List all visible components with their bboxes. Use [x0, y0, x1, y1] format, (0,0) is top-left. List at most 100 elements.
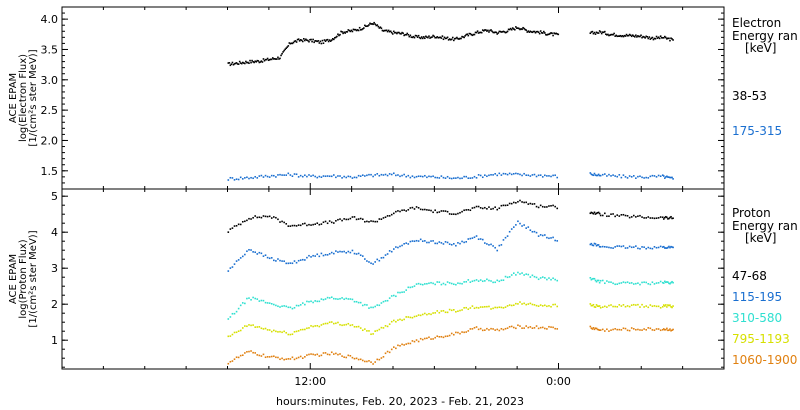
data-point	[523, 327, 525, 329]
data-point	[403, 242, 405, 245]
data-point	[232, 63, 235, 66]
data-point	[601, 31, 604, 33]
data-point	[372, 220, 374, 223]
data-point	[641, 329, 643, 331]
electron-legend-title-2: Energy ran	[732, 29, 798, 43]
proton-ylabel-line3: [1/(cm²s ster MeV)]	[28, 230, 39, 327]
data-point	[667, 176, 669, 178]
data-point	[355, 357, 358, 360]
data-point	[502, 172, 505, 175]
data-point	[324, 175, 327, 178]
data-point	[488, 31, 490, 33]
data-point	[382, 300, 385, 303]
data-point	[436, 310, 439, 312]
data-point	[370, 262, 372, 265]
data-point	[643, 246, 645, 248]
data-point	[399, 210, 401, 213]
data-point	[314, 300, 316, 302]
data-point	[426, 241, 428, 244]
data-point	[639, 247, 641, 250]
data-point	[364, 175, 366, 177]
data-point	[477, 307, 480, 309]
data-point	[281, 260, 283, 262]
data-point	[556, 279, 559, 282]
x-tick-label: 12:00	[294, 375, 326, 388]
data-point	[301, 40, 304, 43]
data-point	[386, 325, 389, 328]
data-point	[367, 25, 369, 27]
data-point	[461, 282, 463, 285]
data-point	[407, 286, 410, 289]
data-point	[322, 352, 325, 354]
data-point	[279, 330, 281, 333]
data-point	[293, 224, 296, 227]
data-point	[554, 303, 556, 306]
data-point	[382, 174, 385, 176]
data-point	[436, 335, 439, 338]
data-point	[660, 36, 663, 39]
data-point	[627, 34, 630, 37]
data-point	[515, 26, 517, 28]
data-point	[484, 280, 486, 282]
data-point	[604, 305, 606, 308]
data-point	[594, 306, 597, 308]
data-point	[393, 319, 395, 322]
data-point	[438, 281, 441, 283]
data-point	[355, 253, 358, 255]
data-point	[345, 356, 348, 359]
data-point	[622, 327, 625, 330]
data-point	[376, 258, 379, 261]
data-point	[351, 177, 354, 179]
data-point	[535, 205, 538, 208]
data-point	[395, 210, 397, 213]
data-point	[661, 246, 664, 248]
data-point	[370, 306, 372, 309]
data-point	[504, 236, 507, 239]
data-point	[361, 329, 364, 332]
data-point	[444, 177, 447, 179]
data-point	[440, 310, 443, 312]
data-point	[258, 216, 261, 219]
data-point	[231, 177, 234, 179]
data-point	[293, 173, 296, 175]
data-point	[237, 223, 240, 226]
data-point	[541, 205, 544, 208]
data-point	[500, 306, 503, 309]
data-point	[525, 325, 527, 327]
data-point	[671, 329, 673, 332]
data-point	[278, 58, 280, 60]
data-point	[618, 174, 621, 176]
data-point	[285, 358, 288, 361]
data-point	[409, 342, 412, 345]
data-point	[550, 175, 552, 178]
data-point	[260, 174, 263, 177]
data-point	[481, 176, 484, 179]
data-point	[521, 174, 523, 177]
data-point	[462, 36, 464, 38]
data-point	[598, 305, 601, 307]
data-point	[432, 338, 434, 340]
data-point	[444, 283, 447, 286]
data-point	[666, 247, 668, 249]
data-point	[653, 37, 656, 40]
data-point	[639, 283, 641, 286]
data-point	[595, 244, 598, 247]
data-point	[440, 335, 443, 338]
data-point	[504, 306, 507, 308]
electron-legend: Electron Energy ran [keV] 38-53 175-315	[732, 16, 798, 138]
data-point	[244, 177, 246, 179]
data-point	[599, 174, 602, 177]
data-point	[448, 38, 451, 40]
data-point	[244, 253, 246, 256]
data-point	[328, 353, 331, 356]
data-point	[285, 305, 288, 308]
data-point	[347, 218, 350, 221]
data-point	[248, 297, 250, 299]
data-point	[248, 350, 250, 353]
data-point	[258, 354, 261, 357]
data-point	[256, 354, 259, 356]
proton-legend-series-2: 310-580	[732, 311, 782, 325]
data-point	[501, 31, 504, 33]
data-point	[407, 342, 410, 345]
data-point	[310, 325, 312, 327]
